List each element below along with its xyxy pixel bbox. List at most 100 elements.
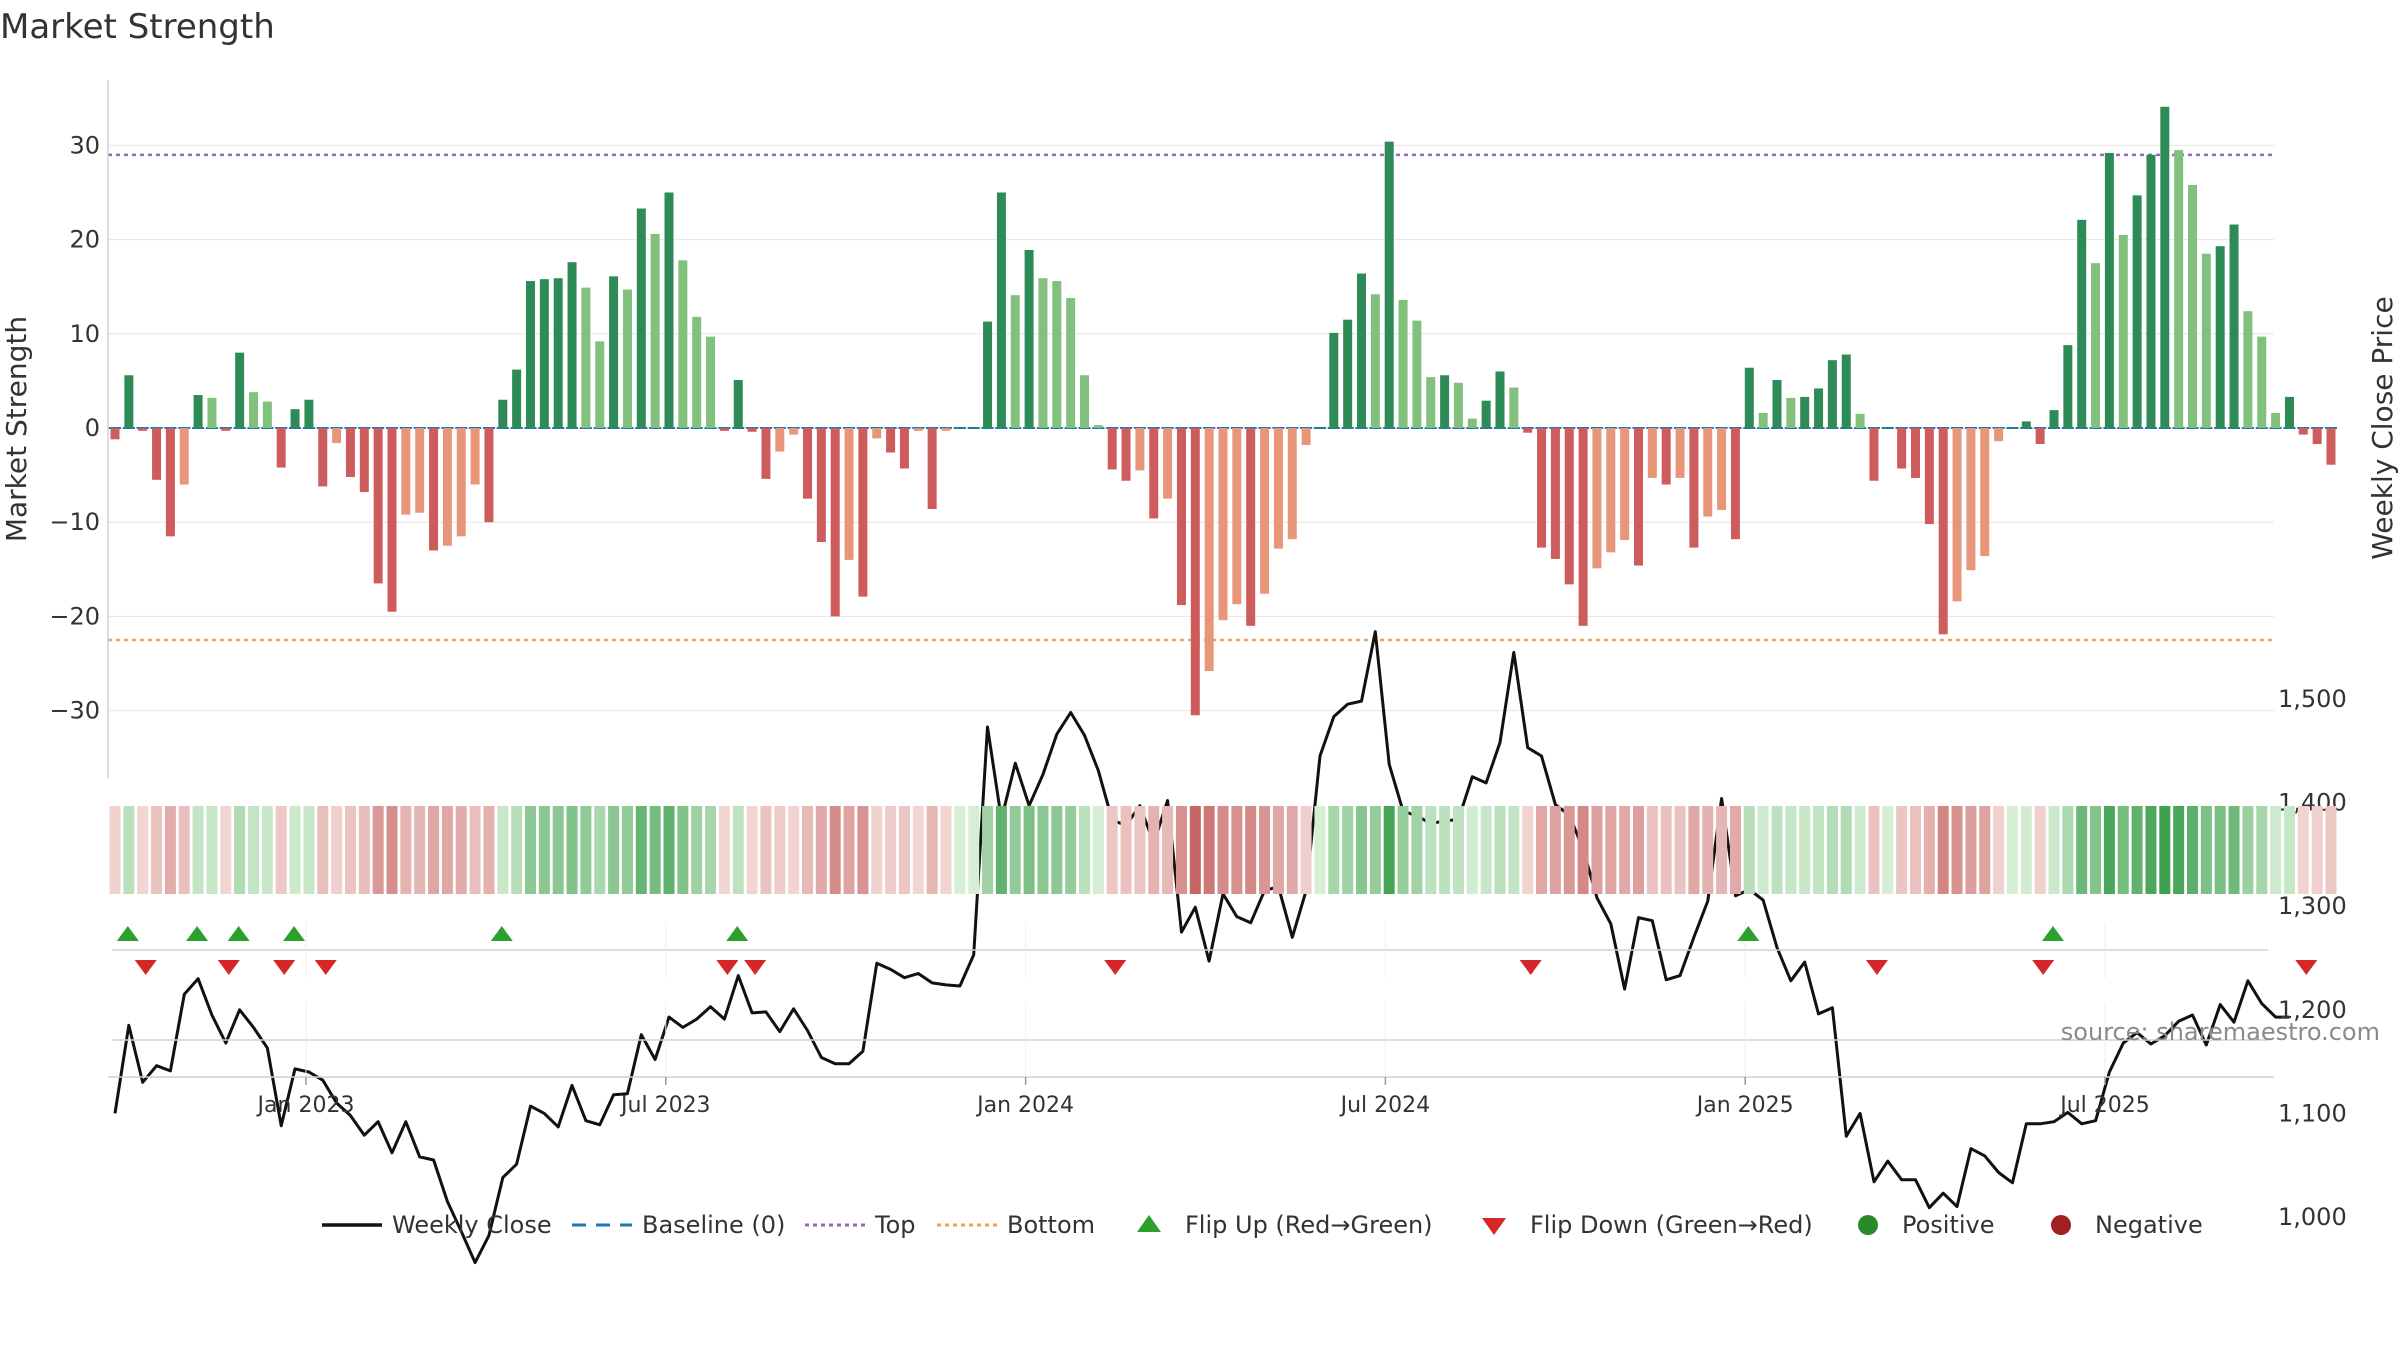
strength-bar (1744, 367, 1754, 428)
heat-cell (2187, 806, 2198, 894)
heat-cell (1411, 806, 1423, 894)
heat-cell (1549, 806, 1561, 894)
heat-cell (1508, 806, 1520, 894)
flip-down-marker (273, 960, 296, 975)
heat-cell (843, 806, 855, 894)
heat-cell (1356, 806, 1367, 894)
strength-bar (1786, 397, 1796, 428)
strength-bar (844, 428, 854, 560)
heat-cell (2159, 806, 2171, 894)
heat-cell (1743, 806, 1755, 894)
strength-bar (1246, 428, 1256, 626)
heat-cell (206, 806, 218, 894)
heat-cell (1646, 806, 1658, 894)
heat-cell (1674, 806, 1686, 894)
strength-bar (387, 428, 397, 612)
strength-bar (539, 279, 549, 428)
heat-cell (1037, 806, 1049, 894)
heat-cell (137, 806, 149, 894)
weekly-close-line (113, 630, 2290, 1265)
strength-bar (816, 428, 826, 542)
strength-bar (1606, 428, 1616, 553)
strength-bar (1911, 428, 1920, 478)
strength-bar (595, 341, 605, 428)
y-tick-label: 30 (69, 131, 100, 159)
heat-cell (898, 806, 910, 894)
strength-bar (1384, 141, 1394, 428)
heat-cell (802, 806, 813, 894)
heat-cell (1106, 806, 1118, 894)
strength-bar (1163, 428, 1173, 499)
heat-cell (1563, 806, 1575, 894)
heat-cell (1605, 806, 1617, 894)
heat-cell (635, 806, 647, 894)
heat-cell (511, 806, 523, 894)
strength-bar (1301, 428, 1311, 445)
heat-cell (1494, 806, 1506, 894)
strength-bar (2257, 336, 2267, 428)
heat-cell (2283, 806, 2295, 894)
strength-bar (1564, 428, 1574, 585)
strength-bar (2063, 345, 2073, 428)
heat-cell (774, 806, 786, 894)
heat-cell (1785, 806, 1797, 894)
strength-bar (955, 428, 965, 429)
strength-bar (899, 428, 909, 469)
heat-cell (1840, 806, 1852, 894)
heat-cell (372, 806, 384, 894)
strength-bar (1038, 278, 1048, 428)
heat-cell (732, 806, 744, 894)
strength-bar (1440, 375, 1450, 428)
heat-cell (1134, 806, 1146, 894)
strength-bar (1176, 428, 1186, 606)
y-tick-label: 0 (85, 414, 100, 442)
flip-down-marker (217, 960, 240, 975)
heat-cell (968, 806, 980, 894)
y-tick-label: 20 (69, 226, 100, 254)
strength-bar (1412, 320, 1422, 428)
heat-cell (677, 806, 689, 894)
legend-label: Baseline (0) (642, 1211, 785, 1239)
strength-bar (2284, 396, 2294, 428)
heat-cell (151, 806, 163, 894)
heat-cell (580, 806, 592, 894)
heat-cell (1314, 806, 1326, 894)
heat-cell (2325, 806, 2337, 894)
legend-circle-icon (1858, 1215, 1878, 1235)
strength-bar (470, 428, 480, 485)
strength-bar (1509, 387, 1519, 428)
heat-cell (1175, 806, 1187, 894)
strength-bar (567, 262, 577, 428)
heat-cell (2214, 806, 2226, 894)
strength-bar (1232, 428, 1242, 605)
strength-bar (1204, 428, 1214, 672)
strength-bar (969, 428, 979, 429)
y2-tick-label: 1,300 (2278, 892, 2347, 920)
strength-bar (345, 428, 355, 477)
heat-cell (857, 806, 869, 894)
strength-bars (110, 106, 2336, 716)
heat-cell (705, 806, 717, 894)
strength-bar (1703, 428, 1713, 517)
y2-tick-label: 1,500 (2278, 685, 2347, 713)
strength-bar (733, 379, 743, 428)
heat-cell (1522, 806, 1534, 894)
heat-cell (1439, 806, 1451, 894)
strength-bar (401, 428, 411, 515)
source-annotation: source: sharemaestro.com (2061, 1018, 2380, 1046)
y-tick-label: −10 (49, 508, 100, 536)
heat-cell (192, 806, 204, 894)
strength-bar (2312, 428, 2322, 445)
heat-cell (594, 806, 606, 894)
heat-cell (441, 806, 453, 894)
strength-bar (235, 352, 245, 428)
strength-bar (872, 428, 882, 439)
heat-cell (2242, 806, 2254, 894)
strength-bar (1107, 428, 1117, 470)
strength-bar (1620, 428, 1630, 541)
legend-label: Bottom (1007, 1211, 1095, 1239)
heat-cell (2117, 806, 2129, 894)
strength-bar (1758, 412, 1768, 428)
heat-cell (1342, 806, 1354, 894)
heat-cell (649, 806, 661, 894)
